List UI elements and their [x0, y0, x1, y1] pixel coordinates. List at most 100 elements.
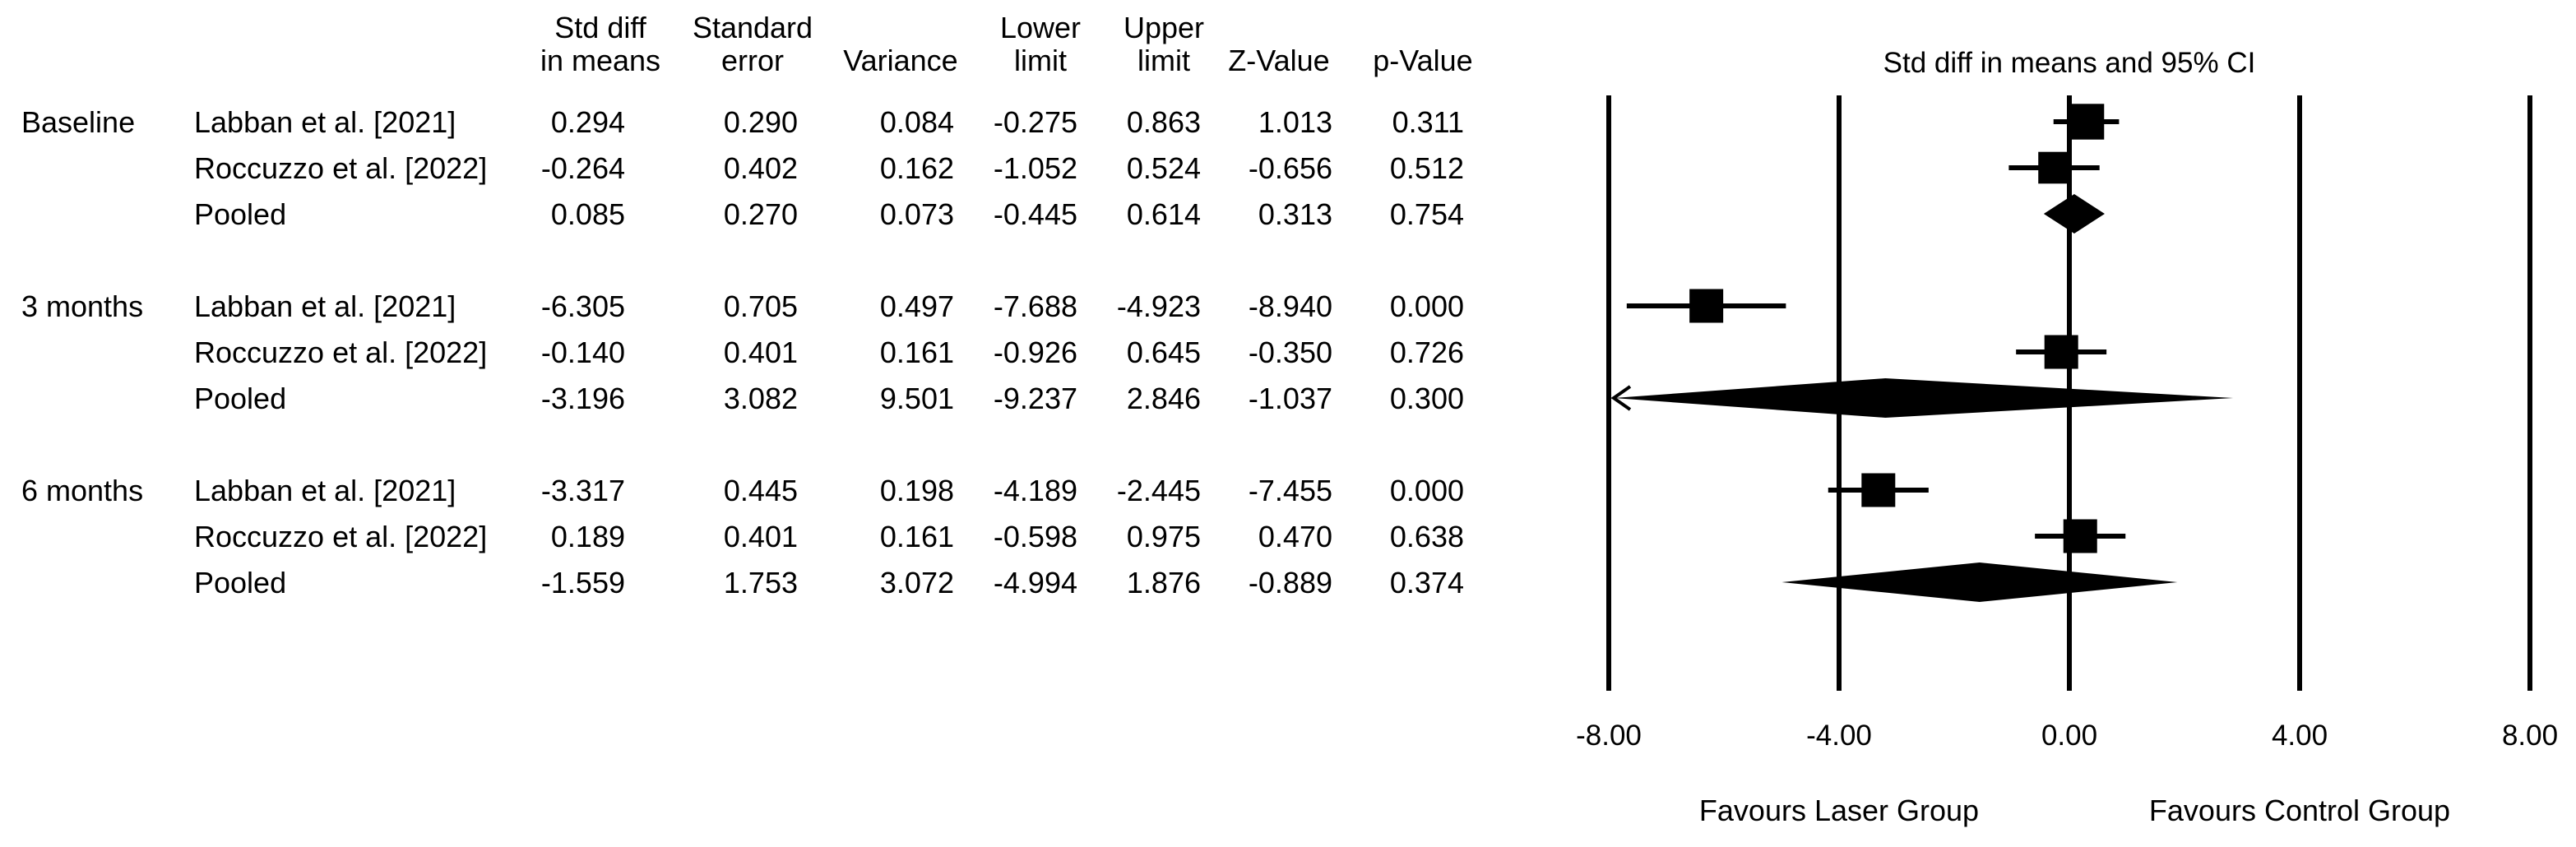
cell-se: 0.270	[723, 197, 798, 231]
x-tick-label: 8.00	[2502, 720, 2558, 752]
cell-lower: -0.275	[993, 105, 1077, 139]
cell-lower: -0.598	[993, 520, 1077, 553]
header-upper-limit: Upper limit	[1102, 12, 1225, 77]
cell-upper: -4.923	[1116, 289, 1201, 323]
cell-se: 0.445	[723, 474, 798, 507]
header-p-value: p-Value	[1357, 44, 1489, 77]
header-p-line1: p-Value	[1373, 44, 1473, 77]
cell-z: 0.470	[1258, 520, 1332, 553]
pooled-diamond	[1614, 378, 2234, 418]
cell-lower: -4.189	[993, 474, 1077, 507]
header-se-line2: error	[720, 44, 784, 77]
cell-p: 0.638	[1389, 520, 1464, 553]
study-square	[2068, 104, 2105, 140]
cell-z: 1.013	[1258, 105, 1332, 139]
cell-variance: 0.497	[879, 289, 954, 323]
header-standard-error: Standard error	[666, 12, 839, 77]
header-variance: Variance	[827, 44, 975, 77]
cell-variance: 3.072	[879, 566, 954, 599]
cell-std-diff: -6.305	[540, 289, 625, 323]
cell-std-diff: -3.196	[540, 382, 625, 415]
cell-lower: -1.052	[993, 151, 1077, 185]
header-lower-line1: Lower	[999, 11, 1082, 44]
header-std-diff-line1: Std diff	[554, 11, 646, 44]
cell-std-diff: 0.189	[550, 520, 625, 553]
header-z-line1: Z-Value	[1228, 44, 1330, 77]
cell-std-diff: -0.264	[540, 151, 625, 185]
cell-z: -7.455	[1248, 474, 1332, 507]
cell-z: 0.313	[1258, 197, 1332, 231]
header-std-diff-line2: in means	[540, 44, 661, 77]
cell-p: 0.512	[1389, 151, 1464, 185]
cell-upper: 0.524	[1126, 151, 1201, 185]
ci-arrow-left	[1610, 385, 1632, 411]
cell-std-diff: 0.085	[550, 197, 625, 231]
cell-z: -0.656	[1248, 151, 1332, 185]
cell-z: -0.350	[1248, 336, 1332, 369]
header-z-value: Z-Value	[1209, 44, 1349, 77]
cell-se: 3.082	[723, 382, 798, 415]
cell-lower: -4.994	[993, 566, 1077, 599]
cell-upper: 0.975	[1126, 520, 1201, 553]
table-row-6m-roccuzzo-study: Roccuzzo et al. [2022]	[194, 520, 488, 553]
cell-variance: 0.073	[879, 197, 954, 231]
pooled-diamond	[1781, 562, 2178, 602]
cell-std-diff: -3.317	[540, 474, 625, 507]
study-square	[1689, 289, 1724, 323]
table-row-baseline-labban-study: Labban et al. [2021]	[194, 105, 456, 139]
cell-p: 0.300	[1389, 382, 1464, 415]
cell-se: 0.290	[723, 105, 798, 139]
cell-p: 0.374	[1389, 566, 1464, 599]
x-tick-label: 4.00	[2272, 720, 2328, 752]
table-row-3m-roccuzzo-study: Roccuzzo et al. [2022]	[194, 336, 488, 369]
study-square	[2038, 151, 2070, 184]
header-std-diff: Std diff in means	[510, 12, 691, 77]
cell-variance: 0.198	[879, 474, 954, 507]
x-tick-label: 0.00	[2041, 720, 2097, 752]
cell-upper: 0.863	[1126, 105, 1201, 139]
table-row-6m-pooled-study: Pooled	[194, 566, 287, 599]
cell-p: 0.000	[1389, 474, 1464, 507]
cell-z: -0.889	[1248, 566, 1332, 599]
favours-laser-label: Favours Laser Group	[1699, 794, 1979, 827]
cell-p: 0.000	[1389, 289, 1464, 323]
cell-lower: -0.445	[993, 197, 1077, 231]
cell-variance: 0.162	[879, 151, 954, 185]
cell-std-diff: -0.140	[540, 336, 625, 369]
cell-z: -8.940	[1248, 289, 1332, 323]
study-square	[2063, 519, 2097, 553]
cell-lower: -7.688	[993, 289, 1077, 323]
header-se-line1: Standard	[692, 11, 813, 44]
cell-lower: -0.926	[993, 336, 1077, 369]
cell-p: 0.311	[1392, 105, 1464, 139]
favours-control-label: Favours Control Group	[2149, 794, 2450, 827]
effect-markers	[1610, 104, 2234, 602]
cell-upper: -2.445	[1116, 474, 1201, 507]
cell-upper: 1.876	[1126, 566, 1201, 599]
x-tick-label: -8.00	[1576, 720, 1642, 752]
cell-p: 0.754	[1389, 197, 1464, 231]
cell-variance: 0.161	[879, 520, 954, 553]
header-lower-line2: limit	[1014, 44, 1067, 77]
cell-se: 0.705	[723, 289, 798, 323]
cell-se: 0.401	[723, 520, 798, 553]
header-upper-line1: Upper	[1123, 11, 1205, 44]
x-tick-label: -4.00	[1806, 720, 1872, 752]
table-row-3m-pooled-study: Pooled	[194, 382, 287, 415]
cell-se: 0.402	[723, 151, 798, 185]
study-square	[1861, 473, 1896, 507]
table-row-baseline-roccuzzo-study: Roccuzzo et al. [2022]	[194, 151, 488, 185]
group-label-3-months: 3 months	[21, 289, 144, 323]
table-row-3m-labban-study: Labban et al. [2021]	[194, 289, 456, 323]
cell-variance: 9.501	[879, 382, 954, 415]
cell-upper: 0.645	[1126, 336, 1201, 369]
cell-upper: 2.846	[1126, 382, 1201, 415]
cell-variance: 0.161	[879, 336, 954, 369]
study-square	[2044, 335, 2078, 369]
header-upper-line2: limit	[1137, 44, 1190, 77]
x-tick-labels: -8.00 -4.00 0.00 4.00 8.00	[1576, 720, 2558, 752]
cell-se: 0.401	[723, 336, 798, 369]
table-row-6m-labban-study: Labban et al. [2021]	[194, 474, 456, 507]
